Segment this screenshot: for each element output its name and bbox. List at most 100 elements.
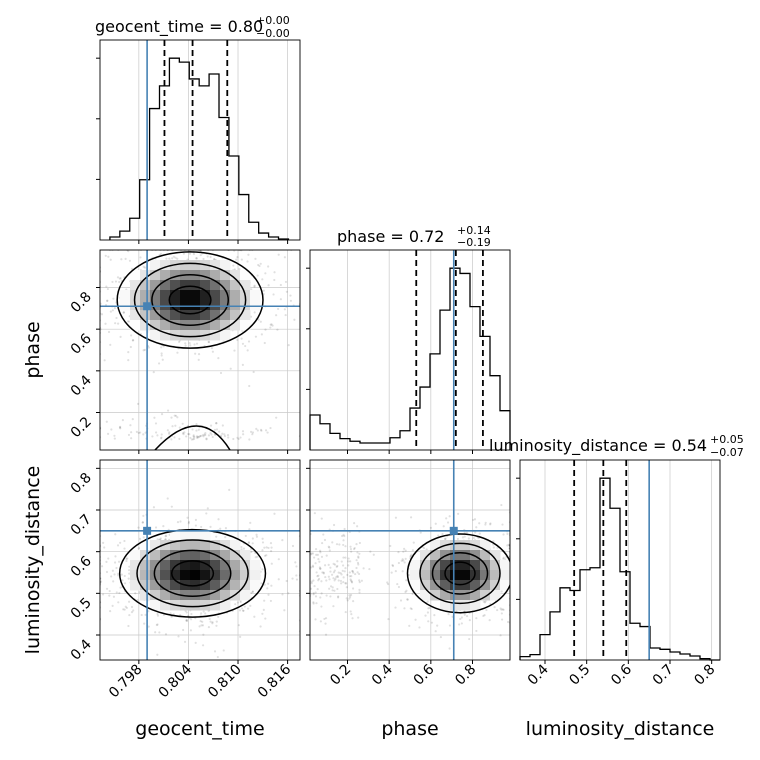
sample-point — [349, 610, 352, 613]
density-cell — [130, 280, 141, 291]
sample-point — [397, 551, 400, 554]
density-cell — [210, 300, 221, 311]
truth-marker — [449, 526, 458, 535]
sample-point — [352, 600, 355, 603]
sample-point — [190, 618, 193, 621]
sample-point — [239, 600, 242, 604]
sample-point — [336, 574, 339, 578]
density-cell — [180, 330, 191, 341]
sample-point — [100, 565, 104, 568]
sample-point — [344, 545, 347, 548]
sample-point — [402, 559, 405, 562]
sample-point — [117, 574, 120, 577]
sample-point — [434, 522, 437, 525]
density-cell — [180, 310, 191, 321]
density-cell — [170, 280, 181, 291]
sample-point — [254, 257, 257, 260]
sample-point — [269, 326, 272, 329]
sample-point — [501, 523, 504, 526]
sample-point — [251, 590, 255, 593]
sample-point — [111, 604, 114, 607]
density-cell — [170, 530, 181, 541]
sample-point — [397, 585, 401, 589]
density-cell — [450, 550, 461, 561]
sample-point — [246, 260, 249, 263]
sample-point — [100, 580, 103, 583]
sample-point — [314, 595, 318, 598]
sample-point — [115, 316, 118, 320]
sample-point — [285, 290, 288, 293]
grid-lines — [100, 40, 713, 660]
density-cell — [450, 580, 461, 591]
sample-point — [188, 252, 192, 255]
sample-point — [113, 307, 117, 310]
density-cell — [230, 560, 241, 571]
sample-point — [456, 537, 459, 541]
sample-point — [362, 567, 365, 570]
sample-point — [281, 593, 284, 596]
sample-point — [152, 371, 155, 374]
sample-point — [387, 582, 390, 586]
sample-point — [267, 582, 270, 585]
sample-point — [256, 429, 259, 432]
sample-point — [500, 612, 503, 615]
density-cell — [430, 540, 441, 551]
sample-point — [250, 288, 253, 291]
sample-point — [322, 572, 325, 575]
sample-point — [336, 587, 339, 591]
xtick-label: 0.798 — [106, 662, 146, 702]
density-cell — [200, 300, 211, 311]
sample-point — [397, 561, 400, 565]
sample-point — [204, 431, 207, 435]
density-cell — [170, 580, 181, 591]
sample-point — [117, 601, 120, 604]
sample-point — [128, 613, 131, 617]
sample-point — [144, 613, 147, 616]
sample-point — [269, 549, 273, 553]
density-cell — [450, 600, 461, 611]
sample-point — [391, 564, 395, 568]
sample-point — [105, 420, 108, 423]
sample-point — [502, 557, 505, 560]
sample-point — [164, 535, 167, 538]
sample-point — [179, 520, 182, 523]
sample-point — [127, 350, 130, 354]
sample-point — [113, 573, 116, 576]
sample-point — [173, 414, 176, 417]
sample-point — [399, 599, 403, 602]
sample-point — [103, 359, 106, 362]
sample-point — [394, 606, 397, 609]
sample-point — [442, 525, 445, 528]
density-cell — [160, 290, 171, 301]
density-cell — [430, 590, 441, 601]
density-cell — [480, 550, 491, 561]
density-cell — [420, 550, 431, 561]
sample-point — [418, 626, 421, 629]
sample-point — [156, 653, 159, 656]
density-cell — [170, 300, 181, 311]
sample-point — [482, 600, 485, 603]
sample-point — [138, 537, 142, 540]
sample-point — [277, 578, 280, 581]
density-cell — [200, 280, 211, 291]
density-cell — [230, 580, 241, 591]
sample-point — [108, 589, 111, 593]
sample-point — [457, 512, 460, 515]
sample-point — [123, 539, 126, 543]
sample-point — [259, 262, 262, 265]
sample-point — [112, 595, 116, 598]
sample-point — [448, 624, 452, 627]
sample-point — [439, 635, 442, 639]
sample-point — [176, 521, 180, 524]
ylabel-phase: phase — [22, 321, 44, 378]
sample-point — [215, 428, 219, 431]
density-cell — [440, 560, 451, 571]
xtick-label: 0.804 — [156, 661, 196, 701]
sample-point — [295, 574, 298, 577]
ytick-label: 0.6 — [68, 553, 95, 580]
sample-point — [414, 618, 417, 621]
sample-point — [270, 584, 273, 587]
sample-point — [205, 438, 208, 441]
sample-point — [336, 560, 339, 563]
